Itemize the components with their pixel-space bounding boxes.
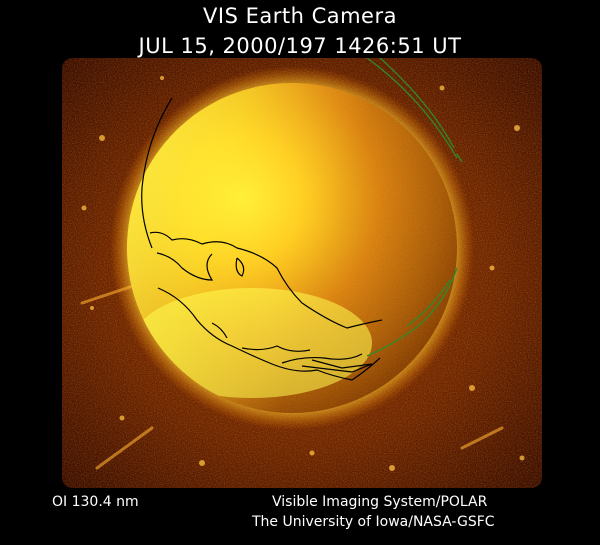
image-timestamp: JUL 15, 2000/197 1426:51 UT — [138, 34, 462, 58]
credit-label: The University of Iowa/NASA-GSFC — [252, 514, 495, 530]
grid-overlay — [366, 58, 463, 357]
image-title: VIS Earth Camera — [203, 4, 397, 28]
instrument-label: Visible Imaging System/POLAR — [272, 494, 488, 510]
speckle-field — [81, 76, 525, 471]
coastline-overlay — [141, 97, 383, 381]
earth-image-svg — [62, 58, 542, 488]
earth-camera-image — [62, 58, 542, 488]
wavelength-label: OI 130.4 nm — [52, 494, 139, 510]
